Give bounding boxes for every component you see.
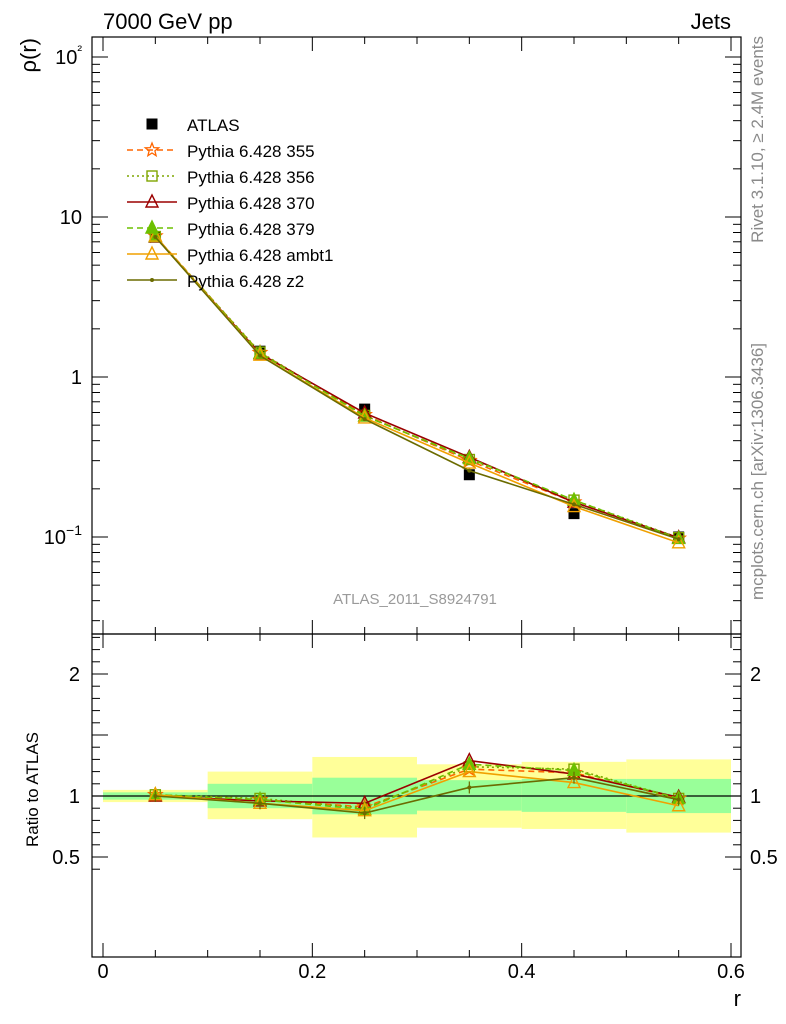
main-point-5-5	[671, 534, 686, 549]
main-point-6-5	[676, 537, 681, 542]
main-series-line-4	[154, 235, 679, 540]
ratio-series-5	[153, 771, 681, 820]
x-tick-label-0: 0	[97, 961, 108, 983]
legend-marker-1	[143, 141, 161, 158]
x-tick-label-1: 0.2	[298, 961, 326, 983]
main-y-tick-label-1: 1	[71, 367, 82, 389]
ratio-y-tick-label-right-1: 1	[750, 786, 761, 808]
ratio-y-tick-label-left-0: 0.5	[52, 847, 80, 869]
legend-marker-4	[144, 219, 160, 234]
legend-marker-0	[146, 118, 158, 130]
legend-marker-2	[146, 170, 158, 182]
ratio-series-line-1	[155, 765, 679, 810]
stat-uncertainty-band-4	[521, 778, 627, 812]
main-point-6-1	[258, 353, 262, 358]
axes-group: 0 0.2 0.4 0.6 10−1 1 10 10² 0.5 0.5 1 1 2 2	[44, 36, 778, 983]
ratio-series-line-5	[155, 776, 679, 814]
ratio-point-5-1	[258, 801, 262, 806]
ratio-point-5-4	[572, 775, 576, 780]
main-y-tick-label-0: 10−1	[44, 522, 82, 549]
ratio-point-4-3	[462, 763, 477, 778]
ratio-y-tick-label-left-1: 1	[69, 786, 80, 808]
legend-label-1: Pythia 6.428 355	[187, 142, 315, 161]
ratio-point-5-0	[153, 794, 158, 798]
x-tick-label-2: 0.4	[508, 961, 536, 983]
legend-entry-3: Pythia 6.428 370	[127, 193, 315, 213]
main-point-5-0	[148, 227, 163, 242]
main-point-0-3	[463, 469, 475, 481]
legend-label-6: Pythia 6.428 z2	[187, 272, 304, 291]
legend-label-5: Pythia 6.428 ambt1	[187, 246, 333, 265]
legend-entry-2: Pythia 6.428 356	[127, 168, 315, 187]
legend-marker-6	[150, 278, 154, 282]
x-axis-title: r	[734, 986, 741, 1011]
ratio-point-5-2	[362, 811, 367, 816]
main-point-5-1	[252, 346, 268, 361]
ratio-point-4-5	[671, 797, 686, 812]
main-y-tick-label-3: 10²	[55, 42, 82, 69]
ratio-point-4-4	[566, 774, 582, 789]
legend-label-4: Pythia 6.428 379	[187, 220, 315, 239]
main-point-0-4	[568, 508, 580, 520]
mcplots-label: mcplots.cern.ch [arXiv:1306.3436]	[748, 343, 767, 600]
ratio-y-axis-title: Ratio to ATLAS	[23, 732, 42, 847]
ratio-y-tick-label-left-2: 2	[69, 664, 80, 686]
main-y-axis-title: ρ(r)	[16, 38, 41, 73]
ratio-series-group	[146, 752, 687, 820]
ratio-series-line-2	[155, 759, 679, 805]
legend-marker-5	[144, 245, 160, 260]
ratio-y-tick-label-right-2: 2	[750, 664, 761, 686]
x-tick-label-3: 0.6	[717, 961, 745, 983]
main-y-tick-label-2: 10	[60, 207, 82, 229]
main-series-6	[153, 234, 681, 542]
ratio-point-5-5	[676, 797, 681, 802]
legend-marker-3	[144, 193, 160, 208]
header-right: Jets	[691, 9, 731, 34]
header-left: 7000 GeV pp	[103, 9, 233, 34]
main-point-5-3	[462, 454, 477, 469]
legend-label-0: ATLAS	[187, 116, 240, 135]
legend-entry-0: ATLAS	[146, 116, 240, 135]
legend-entry-5: Pythia 6.428 ambt1	[127, 245, 333, 265]
ratio-y-tick-label-right-0: 0.5	[750, 847, 778, 869]
legend: ATLAS Pythia 6.428 355 Pythia 6.428 356 Pyt…	[127, 116, 333, 291]
ratio-point-5-3	[467, 785, 472, 790]
legend-entry-6: Pythia 6.428 z2	[127, 272, 304, 291]
legend-label-3: Pythia 6.428 370	[187, 194, 315, 213]
main-point-6-2	[362, 417, 367, 422]
legend-entry-1: Pythia 6.428 355	[127, 141, 315, 161]
legend-label-2: Pythia 6.428 356	[187, 168, 315, 187]
main-point-6-3	[467, 468, 472, 473]
main-series-group	[147, 227, 688, 549]
main-series-line-6	[154, 236, 679, 540]
main-point-6-0	[153, 234, 158, 239]
rivet-label: Rivet 3.1.10, ≥ 2.4M events	[748, 36, 767, 243]
legend-entry-4: Pythia 6.428 379	[127, 219, 315, 239]
main-point-6-4	[572, 502, 576, 507]
analysis-id-label: ATLAS_2011_S8924791	[333, 591, 497, 608]
